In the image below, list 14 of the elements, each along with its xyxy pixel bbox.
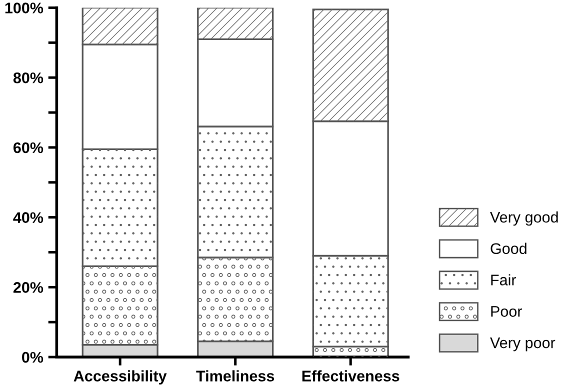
legend-label: Very good (490, 211, 558, 226)
legend-label: Poor (491, 306, 522, 317)
legend-label: Good (490, 242, 526, 254)
legend-label: Very poor (490, 338, 556, 352)
y-tick-label: 0% (22, 352, 44, 363)
x-tick-label: Effectiveness (302, 370, 400, 382)
y-tick-label: 40% (13, 212, 44, 224)
y-tick-label: 80% (13, 72, 44, 84)
legend-label: Fair (491, 274, 516, 286)
y-tick-label: 100% (5, 2, 44, 14)
y-tick-label: 20% (13, 282, 44, 293)
x-tick-label: Accessibility (74, 370, 167, 384)
y-tick-label: 60% (13, 142, 44, 154)
x-tick-label: Timeliness (196, 370, 274, 382)
